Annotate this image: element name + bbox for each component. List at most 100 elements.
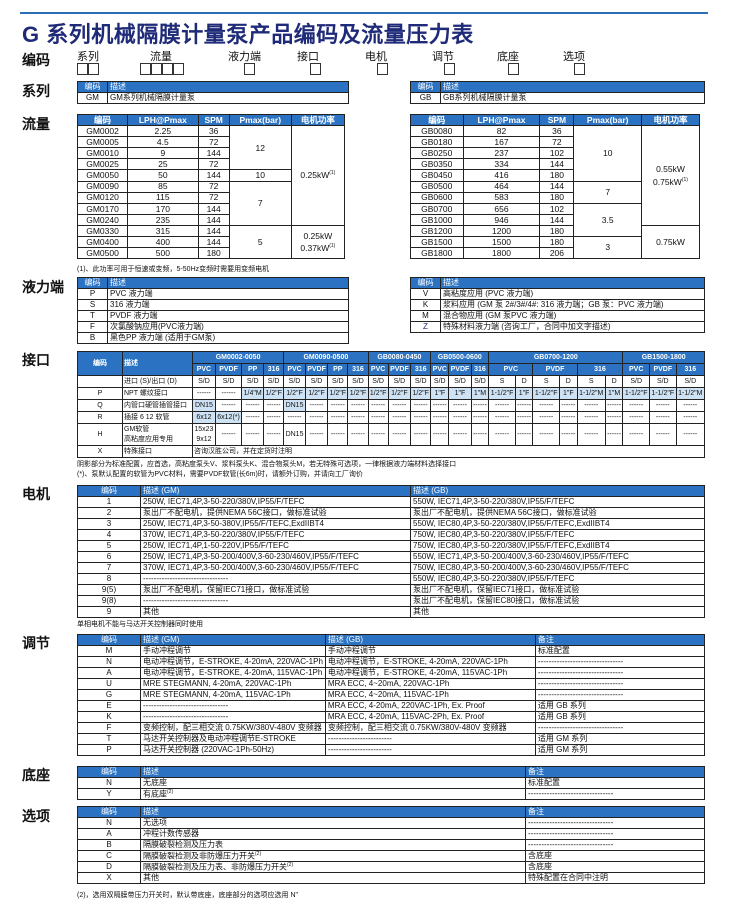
series-table-gb: 编码 描述 GB GB系列机械隔膜计量泵	[410, 81, 705, 104]
code-cell: K	[77, 711, 141, 723]
lph-cell: 2.25	[127, 125, 199, 138]
code-cell: 4	[77, 529, 141, 541]
remark-cell: --------------------------------	[525, 817, 705, 829]
remark-cell: 含底座	[525, 850, 705, 862]
spm-cell: 36	[197, 125, 230, 138]
remark-cell: 标准配置	[525, 777, 705, 789]
description-cell: 无底座	[140, 777, 526, 789]
table-row: P NPT 螺纹接口 ------ ------ 1/4"M 1/2"F 1/2"F 1/2"…	[77, 387, 706, 400]
connection-cell: ------	[304, 399, 329, 412]
connection-cell: ------	[675, 399, 706, 412]
lph-cell: 50	[127, 169, 199, 182]
lph-cell: 9	[127, 147, 199, 160]
footnote-marker: (2)	[287, 861, 294, 868]
power-value: 0.55kW	[644, 165, 697, 174]
connection-cell: ------	[263, 399, 285, 412]
table-row: M 混合物应用 (GM 泵PVC 液力端)	[410, 310, 705, 322]
connection-cell: D	[514, 375, 534, 388]
model-code-cell: GB0450	[410, 169, 464, 182]
table-row: 1 250W, IEC71,4P,3-50-220/380V,IP55/F/TEF…	[77, 496, 705, 508]
lph-cell: 1200	[462, 224, 541, 238]
model-code-cell: GB0600	[410, 191, 464, 204]
connection-cell: 1"M	[470, 387, 490, 400]
table-row: GB1200 1200 180 0.75kW	[410, 224, 700, 260]
section-wet-end: 液力端	[22, 279, 64, 295]
section-base: 底座	[22, 767, 50, 783]
model-code-cell: GB0500	[410, 180, 464, 193]
pmax-cell: 7	[228, 180, 292, 226]
code-cell: M	[77, 645, 141, 657]
footnote-marker: (2)	[255, 850, 262, 857]
code-digit-box	[508, 63, 519, 75]
description-cell: 其他	[140, 872, 526, 884]
model-code-cell: GM0002	[76, 125, 129, 138]
gb-description-cell: 手动冲程调节	[324, 645, 536, 657]
column-header: 备注	[525, 806, 705, 818]
connection-cell: 1"F	[448, 387, 472, 400]
connection-cell: ------	[470, 411, 490, 424]
table-row: X 其他 特殊配置在合同中注明	[77, 872, 705, 884]
table-row: H GM软管 高粘度应用专用 15x23 9x12 ------ ------ -----…	[77, 423, 706, 446]
gb-description-cell: 750W, IEC80,4P,3-50-220/380V,IP55/F/TEFC	[410, 529, 705, 541]
remark-cell: --------------------------------	[534, 678, 706, 690]
model-code-cell: GB0180	[410, 136, 464, 149]
connection-cell: S/D	[192, 375, 216, 388]
table-row: GM0170 170 144	[76, 202, 345, 215]
code-digit-box	[377, 63, 388, 75]
gb-description-cell: 550W, IEC80,4P,3-50-220/380V,IP55/F/TEFC…	[410, 518, 705, 530]
connection-cell: ------	[559, 411, 578, 424]
spm-cell: 180	[197, 247, 230, 260]
connection-cell: ------	[304, 423, 329, 446]
model-code-cell: GM0050	[76, 169, 129, 182]
pmax-cell: 10	[573, 125, 642, 182]
pmax-cell: 3.5	[573, 202, 642, 238]
remark-cell: --------------------------------	[525, 828, 705, 840]
code-cell: T	[77, 310, 108, 322]
table-row: GM0120 115 72	[76, 191, 345, 204]
lph-cell: 235	[127, 213, 199, 226]
model-code-cell: GB0080	[410, 125, 464, 138]
table-row: 7 370W, IEC71,4P,3-50-200/400V,3-60-230/4…	[77, 562, 705, 574]
table-row: U MRE STEGMANN, 4-20mA, 220VAC-1Ph MRA ECC…	[77, 678, 706, 690]
remark-cell: 标准配置	[534, 645, 706, 657]
model-code-cell: GM0005	[76, 136, 129, 149]
spm-cell: 144	[197, 236, 230, 249]
column-header: 编码	[77, 351, 123, 376]
connection-cell: ------	[430, 411, 450, 424]
description-text: 隔膜破裂检测及压力表	[143, 840, 223, 849]
remark-cell: 含底座	[525, 861, 705, 873]
model-code-cell: GM0330	[76, 224, 129, 238]
material-header: 316	[347, 363, 369, 376]
column-header: 备注	[534, 634, 706, 646]
table-row: GB0080 82 36 10 0.55kW 0.75kW(1)	[410, 125, 700, 226]
connection-cell: 1-1/2"F	[648, 387, 677, 400]
gb-description-cell: 泵出厂不配电机，提供NEMA 56C接口，做标准试验	[410, 507, 705, 519]
column-header: 描述	[107, 277, 349, 289]
spm-cell: 180	[539, 236, 575, 249]
table-row: R 插接 6 12 软管 6x12 6x12(*) ------ ------ ------…	[77, 411, 706, 424]
connection-cell: ------	[622, 423, 650, 446]
remark-cell: --------------------------------	[525, 839, 705, 851]
pmax-cell: 12	[228, 125, 292, 171]
table-row: N 无选项 --------------------------------	[77, 817, 705, 829]
gm-description-cell: --------------------------------	[140, 573, 411, 585]
code-cell: X	[77, 872, 141, 884]
pmax-cell: 10	[228, 169, 292, 182]
description-cell: 隔膜破裂检测及非防爆压力开关(2)	[140, 850, 526, 862]
description-cell: 进口 (S)/出口 (D)	[122, 375, 193, 388]
code-cell: D	[77, 861, 141, 873]
connection-cell: ------	[470, 423, 490, 446]
footnote-marker: (2)	[167, 788, 174, 795]
description-cell: 高粘度应用 (PVC 液力端)	[440, 288, 705, 300]
section-options: 选项	[22, 808, 50, 824]
footnote-marker: (1)	[329, 170, 336, 177]
column-header: 编码	[77, 806, 141, 818]
connection-cell: ------	[430, 399, 450, 412]
motor-power-cell: 0.25kW(1)	[290, 125, 346, 226]
model-code-cell: GM0025	[76, 158, 129, 171]
code-field-label: 底座	[497, 51, 519, 63]
spm-cell: 144	[197, 169, 230, 182]
model-code-cell: GB0350	[410, 158, 464, 171]
flow-table-gm: 编码 LPH@Pmax SPM Pmax(bar) 电机功率 GM0002 2.25 36 12…	[76, 113, 346, 260]
motor-table: 编码 描述 (GM) 描述 (GB) 1 250W, IEC71,4P,3-50-220…	[77, 485, 705, 618]
